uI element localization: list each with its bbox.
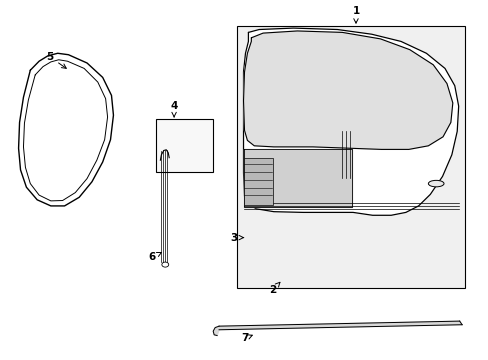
Polygon shape <box>244 149 351 207</box>
Circle shape <box>162 262 168 267</box>
Text: 4: 4 <box>170 101 178 117</box>
Text: 2: 2 <box>269 282 279 295</box>
Bar <box>237 26 464 288</box>
Bar <box>155 119 213 172</box>
Bar <box>243 158 272 205</box>
Polygon shape <box>243 28 458 215</box>
Polygon shape <box>243 31 452 149</box>
Text: 5: 5 <box>46 52 66 68</box>
Text: 1: 1 <box>352 6 359 23</box>
Polygon shape <box>213 321 461 336</box>
Text: 3: 3 <box>230 233 243 243</box>
Text: 6: 6 <box>148 252 161 262</box>
Text: 7: 7 <box>240 333 252 343</box>
Ellipse shape <box>427 180 443 187</box>
